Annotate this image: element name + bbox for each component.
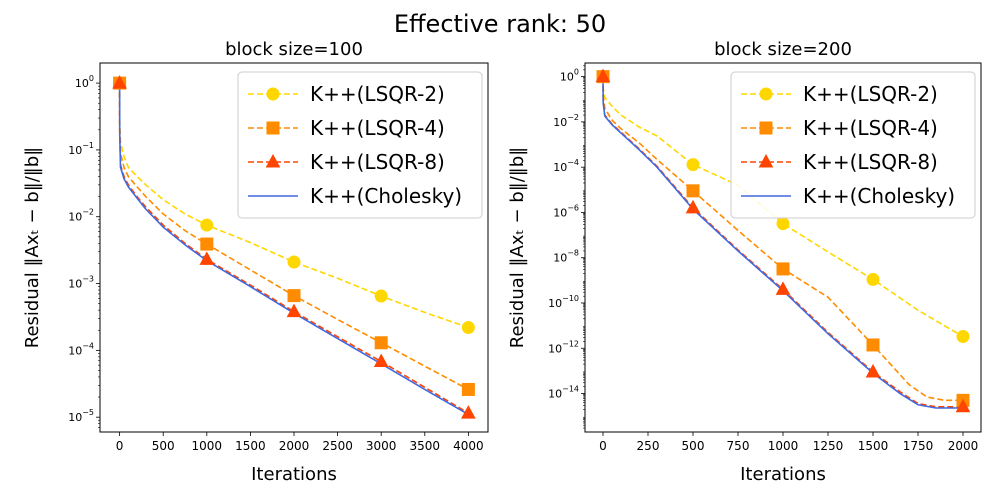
panel-0-x-tick-label: 0 <box>116 439 124 453</box>
panel-1-series-k-lsqr-4-marker <box>687 185 699 197</box>
panel-1-x-tick-label: 0 <box>599 439 607 453</box>
panel-0-y-tick-label: 10−2 <box>68 208 94 224</box>
panel-1-y-axis-label: Residual ‖Axₜ − b‖/‖b‖ <box>507 147 528 348</box>
panel-1-y-tick-label: 10−8 <box>553 249 579 265</box>
chart-panel-block-size-200: block size=200 10−14 10−12 10−10 10−8 10−6 10−… <box>507 39 981 485</box>
panel-1-y-tick-label: 10−6 <box>553 203 579 219</box>
panel-1-series-k-lsqr-2-marker <box>687 159 699 171</box>
panel-0-x-tick-label: 2500 <box>322 439 353 453</box>
panel-1-x-axis-label: Iterations <box>740 464 826 485</box>
panel-1-y-tick-label: 10−4 <box>553 158 579 174</box>
panel-1-y-tick-label: 10−10 <box>548 294 579 310</box>
panel-1-legend-entry-k-lsqr-2-marker <box>760 88 772 100</box>
panel-1-x-tick-label: 1000 <box>768 439 799 453</box>
panel-1-legend-entry-k-lsqr-4-marker <box>760 122 772 134</box>
panel-0-series-k-lsqr-2-marker <box>288 256 300 268</box>
panel-0-x-tick-label: 2000 <box>279 439 310 453</box>
panel-0-legend-entry-k-lsqr-8-label: K++(LSQR-8) <box>310 150 445 174</box>
panel-1-series-k-lsqr-4-marker <box>867 339 879 351</box>
panel-1-series-k-lsqr-4-marker <box>777 263 789 275</box>
panel-1-series-k-lsqr-8-marker <box>777 282 790 294</box>
panel-1-x-tick-label: 1250 <box>813 439 844 453</box>
panel-0-x-tick-label: 3500 <box>410 439 441 453</box>
panel-0-series-k-lsqr-4-marker <box>201 238 213 250</box>
panel-1-series-k-lsqr-2-marker <box>957 331 969 343</box>
panel-0-series-k-lsqr-8-marker <box>200 252 213 264</box>
panel-1-x-tick-label: 250 <box>637 439 660 453</box>
panel-1-legend-entry-k-lsqr-4-label: K++(LSQR-4) <box>803 116 938 140</box>
panel-1-y-tick-label: 10−2 <box>553 113 579 129</box>
panel-1-x-tick-label: 2000 <box>948 439 979 453</box>
panel-0-x-tick-label: 3000 <box>366 439 397 453</box>
panel-0-legend-entry-k-lsqr-4-label: K++(LSQR-4) <box>310 116 445 140</box>
panel-1-series-k-lsqr-2-marker <box>777 218 789 230</box>
panel-1-y-tick-label: 10−12 <box>548 339 579 355</box>
panel-0-series-k-lsqr-2-marker <box>462 321 474 333</box>
panel-0-series-k-lsqr-4-marker <box>375 337 387 349</box>
panel-0-x-tick-label: 500 <box>152 439 175 453</box>
panel-1-legend-entry-k-cholesky-label: K++(Cholesky) <box>803 184 955 208</box>
panel-0-x-axis-label: Iterations <box>251 464 337 485</box>
panel-0-y-tick-label: 10−4 <box>68 341 94 357</box>
panel-0-y-tick-label: 10−3 <box>68 275 94 291</box>
panel-0-legend: K++(LSQR-2) K++(LSQR-4) K++(LSQR-8) K++(Cho… <box>238 72 482 218</box>
panel-1-y-tick-label: 10−14 <box>548 385 579 401</box>
panel-0-x-tick-label: 4000 <box>453 439 484 453</box>
panel-0-legend-entry-k-lsqr-2-label: K++(LSQR-2) <box>310 82 445 106</box>
panel-1-y-tick-label: 100 <box>560 68 579 84</box>
panel-1-legend: K++(LSQR-2) K++(LSQR-4) K++(LSQR-8) K++(Cho… <box>731 72 975 218</box>
panel-0-legend-entry-k-lsqr-4-marker <box>267 122 279 134</box>
panel-1-legend-entry-k-lsqr-8-label: K++(LSQR-8) <box>803 150 938 174</box>
panel-0-series-k-lsqr-4-marker <box>288 290 300 302</box>
panel-0-x-tick-label: 1500 <box>235 439 266 453</box>
panel-1-x-tick-label: 1500 <box>858 439 889 453</box>
panel-0-y-tick-label: 10−1 <box>68 141 94 157</box>
panel-0-series-k-lsqr-2-marker <box>375 290 387 302</box>
panel-1-x-tick-label: 500 <box>682 439 705 453</box>
panel-1-title: block size=200 <box>714 39 852 60</box>
panel-0-title: block size=100 <box>225 39 363 60</box>
panel-0-y-axis-label: Residual ‖Axₜ − b‖/‖b‖ <box>22 147 43 348</box>
figure-suptitle: Effective rank: 50 <box>394 10 606 38</box>
panel-0-y-tick-label: 100 <box>75 74 94 90</box>
panel-0-series-k-lsqr-2-marker <box>201 219 213 231</box>
panel-0-legend-entry-k-lsqr-2-marker <box>267 88 279 100</box>
panel-1-legend-entry-k-lsqr-2-label: K++(LSQR-2) <box>803 82 938 106</box>
panel-1-series-k-lsqr-8-marker <box>867 365 880 377</box>
panel-0-legend-entry-k-cholesky-label: K++(Cholesky) <box>310 184 462 208</box>
panel-0-series-k-lsqr-4-marker <box>462 383 474 395</box>
panel-1-x-tick-label: 1750 <box>903 439 934 453</box>
panel-0-y-tick-label: 10−5 <box>68 408 94 424</box>
panel-1-series-k-lsqr-2-marker <box>867 273 879 285</box>
panel-1-x-tick-label: 750 <box>727 439 750 453</box>
panel-0-x-tick-label: 1000 <box>192 439 223 453</box>
